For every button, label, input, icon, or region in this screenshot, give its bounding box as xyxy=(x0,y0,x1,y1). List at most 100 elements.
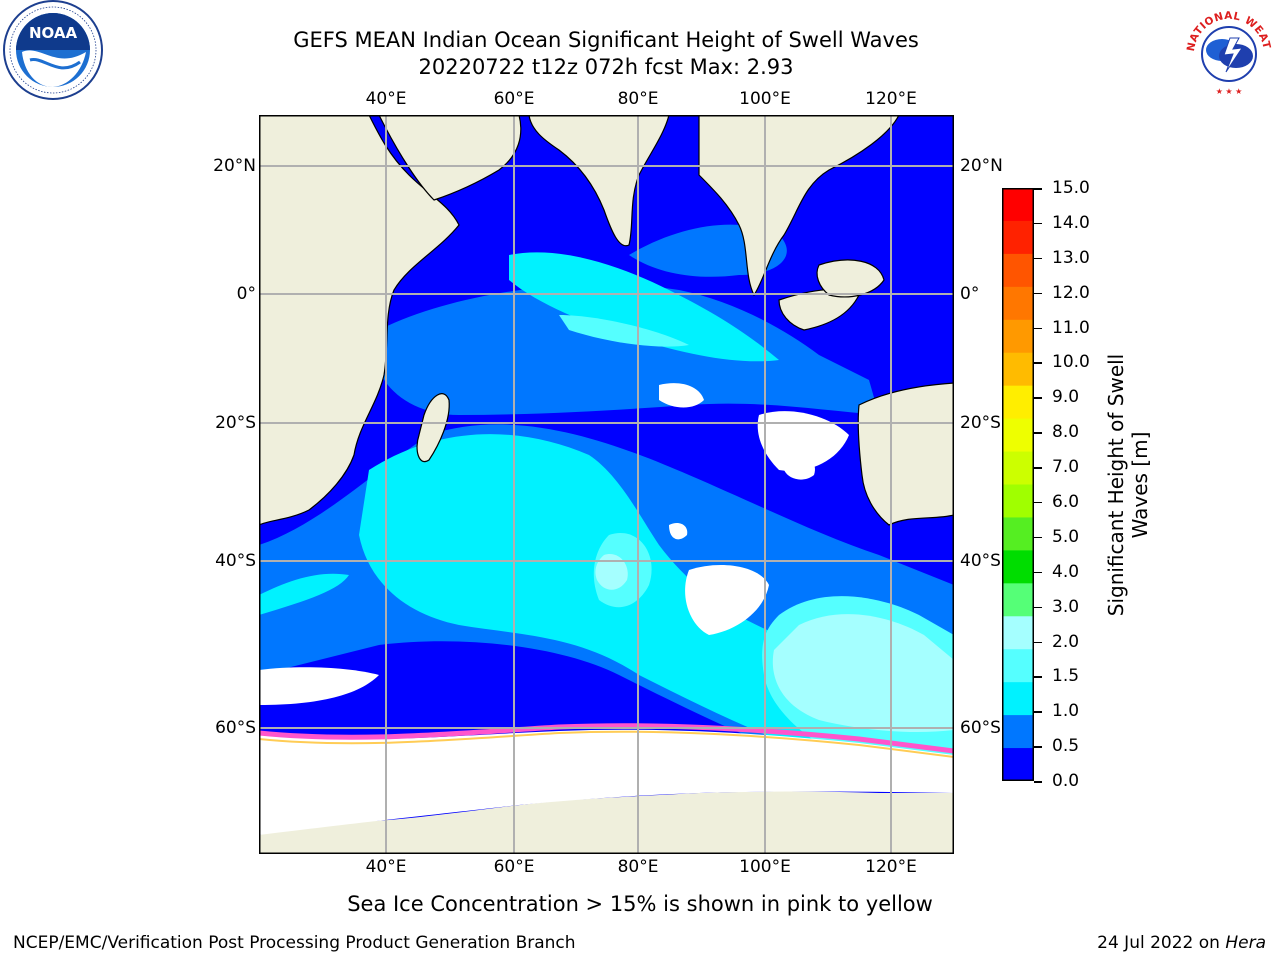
svg-text:★ ★ ★: ★ ★ ★ xyxy=(1216,87,1243,96)
colorbar-tick-label: 2.0 xyxy=(1052,631,1080,652)
nws-logo: NATIONAL WEATHER SERVICE ★ ★ ★ xyxy=(1178,0,1275,98)
colorbar-tick-mark xyxy=(1034,188,1042,190)
colorbar-tick-label: 1.5 xyxy=(1052,666,1080,687)
swell-band-2.0-3.0 xyxy=(595,554,954,732)
footer-date: 24 Jul 2022 on Hera xyxy=(1097,933,1266,953)
lat-tick-left-20n: 20°N xyxy=(213,156,256,176)
colorbar-tick-label: 15.0 xyxy=(1052,178,1090,198)
colorbar xyxy=(1002,188,1034,781)
colorbar-segment xyxy=(1002,385,1034,420)
colorbar-segment xyxy=(1002,517,1034,551)
lat-tick-right-20n: 20°N xyxy=(960,156,1003,176)
sea-ice-edge xyxy=(259,723,954,754)
colorbar-tick-label: 8.0 xyxy=(1052,422,1080,443)
colorbar-tick-label: 14.0 xyxy=(1052,212,1090,233)
lon-tick-bottom-40e: 40°E xyxy=(365,857,407,877)
lon-tick-bottom-120e: 120°E xyxy=(865,857,917,877)
footer-credit: NCEP/EMC/Verification Post Processing Pr… xyxy=(13,933,576,953)
colorbar-tick-label: 5.0 xyxy=(1052,526,1080,547)
chart-subtitle: 20220722 t12z 072h fcst Max: 2.93 xyxy=(418,55,794,79)
colorbar-tick-mark xyxy=(1034,257,1042,260)
colorbar-tick-mark xyxy=(1034,711,1042,713)
colorbar-tick-label: 0.5 xyxy=(1052,736,1080,757)
colorbar-segment xyxy=(1002,286,1034,321)
colorbar-tick-mark xyxy=(1034,432,1042,434)
colorbar-tick-mark xyxy=(1034,606,1042,609)
colorbar-segment xyxy=(1002,352,1034,387)
antarctica-land xyxy=(259,791,954,854)
colorbar-tick-label: 7.0 xyxy=(1052,457,1080,478)
colorbar-tick-label: 0.0 xyxy=(1052,771,1080,791)
colorbar-tick-mark xyxy=(1034,641,1042,643)
colorbar-segment xyxy=(1002,451,1034,485)
colorbar-segment xyxy=(1002,484,1034,518)
lon-tick-top-100e: 100°E xyxy=(739,89,791,109)
colorbar-tick-mark xyxy=(1034,222,1042,225)
arabia-land xyxy=(378,115,522,201)
footer-machine: Hera xyxy=(1225,933,1266,953)
colorbar-tick-mark xyxy=(1034,746,1042,748)
lon-tick-bottom-80e: 80°E xyxy=(617,857,659,877)
colorbar-tick-mark xyxy=(1034,571,1042,574)
sea-ice-edge-yellow xyxy=(259,730,954,758)
sea-ice-note: Sea Ice Concentration > 15% is shown in … xyxy=(347,892,933,916)
colorbar-tick-mark xyxy=(1034,292,1042,295)
colorbar-tick-mark xyxy=(1034,362,1042,364)
chart-title: GEFS MEAN Indian Ocean Significant Heigh… xyxy=(293,28,919,52)
lat-tick-right-20s: 20°S xyxy=(960,413,1001,433)
lat-tick-left-40s: 40°S xyxy=(215,551,256,571)
colorbar-segment xyxy=(1002,319,1034,354)
lat-tick-right-40s: 40°S xyxy=(960,551,1001,571)
colorbar-tick-mark xyxy=(1034,501,1042,504)
colorbar-tick-label: 12.0 xyxy=(1052,282,1090,303)
southeast-asia-land xyxy=(698,115,900,297)
colorbar-tick-label: 10.0 xyxy=(1052,352,1090,373)
india-land xyxy=(528,115,670,247)
lon-tick-top-120e: 120°E xyxy=(865,89,917,109)
colorbar-tick-label: 6.0 xyxy=(1052,491,1080,512)
footer-date-text: 24 Jul 2022 on xyxy=(1097,933,1226,953)
colorbar-tick-mark xyxy=(1034,536,1042,539)
borneo-land xyxy=(816,259,885,298)
colorbar-segment xyxy=(1002,748,1034,781)
colorbar-tick-label: 4.0 xyxy=(1052,561,1080,582)
colorbar-tick-mark xyxy=(1034,397,1042,399)
colorbar-segment xyxy=(1002,253,1034,288)
colorbar-tick-label: 9.0 xyxy=(1052,387,1080,408)
colorbar-border xyxy=(1002,188,1034,781)
colorbar-tick-mark xyxy=(1034,327,1042,329)
colorbar-title: Significant Height of Swell Waves [m] xyxy=(1104,354,1152,616)
madagascar-land xyxy=(416,393,450,463)
colorbar-segment xyxy=(1002,682,1034,716)
lat-tick-left-20s: 20°S xyxy=(215,413,256,433)
colorbar-segment xyxy=(1002,418,1034,453)
lon-tick-top-60e: 60°E xyxy=(493,89,535,109)
map-panel xyxy=(259,115,954,854)
colorbar-tick-mark xyxy=(1034,676,1042,678)
colorbar-title-line2: Waves [m] xyxy=(1128,431,1152,539)
lon-tick-bottom-100e: 100°E xyxy=(739,857,791,877)
indonesia-land xyxy=(778,288,860,331)
lat-tick-right-0: 0° xyxy=(960,284,980,304)
lon-tick-top-80e: 80°E xyxy=(617,89,659,109)
colorbar-title-line1: Significant Height of Swell xyxy=(1104,353,1128,617)
australia-land xyxy=(857,382,954,526)
lat-tick-left-0: 0° xyxy=(236,284,256,304)
lat-tick-left-60s: 60°S xyxy=(215,718,256,738)
no-data-patches xyxy=(259,383,849,705)
lon-tick-top-40e: 40°E xyxy=(365,89,407,109)
colorbar-segment xyxy=(1002,649,1034,683)
colorbar-tick-label: 13.0 xyxy=(1052,247,1090,268)
lat-tick-right-60s: 60°S xyxy=(960,718,1001,738)
colorbar-tick-mark xyxy=(1034,781,1042,783)
colorbar-tick-label: 11.0 xyxy=(1052,317,1090,338)
lon-tick-bottom-60e: 60°E xyxy=(493,857,535,877)
svg-text:NOAA: NOAA xyxy=(29,24,78,42)
colorbar-tick-label: 3.0 xyxy=(1052,596,1080,617)
colorbar-segment xyxy=(1002,188,1034,222)
sea-ice-white-region xyxy=(259,729,954,835)
colorbar-segment xyxy=(1002,550,1034,584)
colorbar-segment xyxy=(1002,220,1034,255)
colorbar-segment xyxy=(1002,583,1034,617)
colorbar-segment xyxy=(1002,616,1034,650)
